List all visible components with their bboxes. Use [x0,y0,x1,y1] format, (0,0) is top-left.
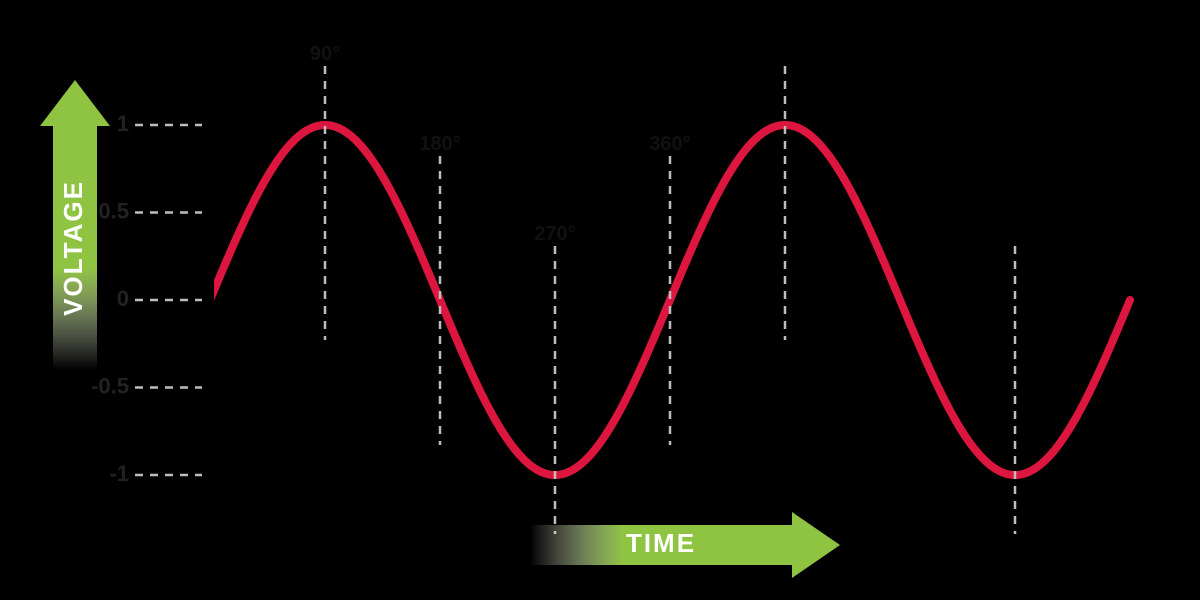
y-tick-label: -1 [109,461,129,486]
phase-label: 270° [534,223,575,245]
y-axis-bar [202,20,214,575]
y-tick-label: 0 [117,286,129,311]
y-axis-label: VOLTAGE [58,180,88,316]
y-tick-label: -0.5 [91,373,129,398]
phase-label: 360° [649,133,690,155]
y-tick-label: 0.5 [98,198,129,223]
phase-label: 90° [310,43,340,65]
phase-label: 180° [419,133,460,155]
sine-wave-chart: 1 0.5 0 -0.5 -1 90° 180° 270° 360° VOLTAGE TIME [0,0,1200,600]
x-axis-label: TIME [626,528,696,558]
y-tick-label: 1 [117,111,129,136]
